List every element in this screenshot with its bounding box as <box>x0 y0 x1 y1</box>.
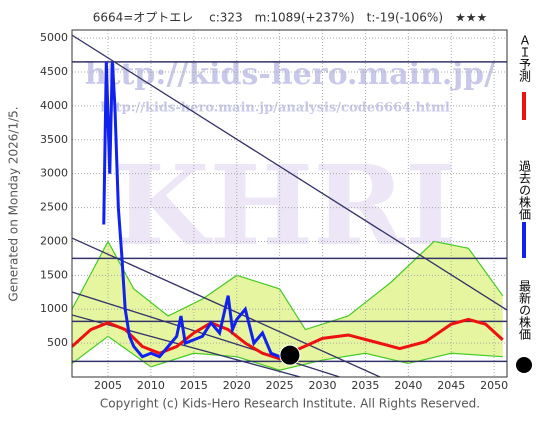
x-tick-label: 2040 <box>394 379 422 392</box>
latest-price <box>279 344 301 366</box>
y-tick-label: 1500 <box>40 268 68 281</box>
legend-swatch <box>516 357 532 373</box>
trend-line <box>72 314 301 377</box>
x-tick-label: 2025 <box>266 379 294 392</box>
x-tick-label: 2030 <box>309 379 337 392</box>
x-tick-label: 2005 <box>94 379 122 392</box>
y-tick-label: 4500 <box>40 65 68 78</box>
x-tick-label: 2045 <box>437 379 465 392</box>
series-line <box>72 317 504 361</box>
legend-label: 最新の株価 <box>518 280 532 340</box>
watermark: KHRI <box>114 141 456 270</box>
x-tick-label: 2050 <box>480 379 508 392</box>
y-tick-label: 2500 <box>40 201 68 214</box>
legend-label: ＡＩ予測 <box>518 34 532 83</box>
trend-line <box>72 34 507 311</box>
band-lower <box>72 335 503 371</box>
band-area <box>72 241 503 371</box>
series-line <box>102 61 285 360</box>
y-tick-label: 3000 <box>40 167 68 180</box>
plot: http://kids-hero.main.jp/http://kids-her… <box>72 30 507 377</box>
x-tick-label: 2020 <box>223 379 251 392</box>
x-tick-label: 2010 <box>137 379 165 392</box>
y-tick-label: 2000 <box>40 234 68 247</box>
y-tick-label: 3500 <box>40 133 68 146</box>
watermark: http://kids-hero.main.jp/analysis/code66… <box>100 101 450 116</box>
y-tick-label: 4000 <box>40 99 68 112</box>
chart-title: 6664=オプトエレ c:323 m:1089(+237%) t:-19(-10… <box>93 11 488 25</box>
y-tick-label: 5000 <box>40 31 68 44</box>
x-tick-label: 2015 <box>180 379 208 392</box>
footer: Copyright (c) Kids-Hero Research Institu… <box>100 397 480 411</box>
plot-frame <box>71 29 508 378</box>
legend-label: 過去の株価 <box>518 160 532 220</box>
side-note: Generated on Monday 2026/1/5. <box>7 106 21 301</box>
y-tick-label: 500 <box>47 336 68 349</box>
y-tick-label: 1000 <box>40 302 68 315</box>
x-tick-label: 2035 <box>351 379 379 392</box>
